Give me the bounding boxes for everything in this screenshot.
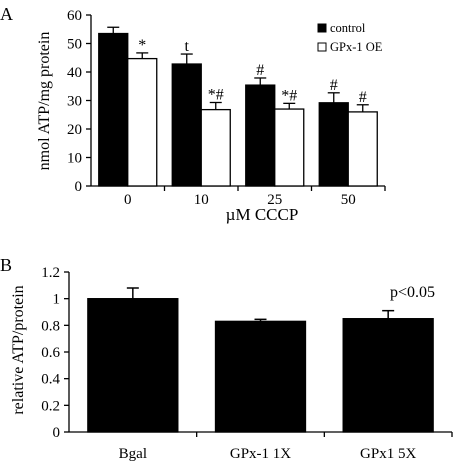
- panel-b-ylabel: relative ATP/protein: [10, 285, 27, 414]
- a-bar-gpx1-oe: [274, 108, 305, 187]
- a-ytick-label: 50: [67, 37, 82, 53]
- b-ytick-label: 0.6: [41, 345, 60, 361]
- a-bar-gpx1-oe: [347, 111, 378, 187]
- panel-a-label: A: [0, 4, 13, 24]
- legend-label-control: control: [330, 21, 366, 35]
- a-ytick-label: 0: [75, 179, 83, 195]
- a-bar-control: [98, 32, 129, 187]
- a-ytick-label: 20: [67, 122, 82, 138]
- a-bar-control: [171, 63, 202, 187]
- panel-b: B relative ATP/protein p<0.05 0 0.2 0.4 0.6…: [0, 255, 453, 462]
- panel-b-axes: 0 0.2 0.4 0.6 0.8 1 1.2 Bgal GPx-1 1X GPx1 5X: [41, 265, 453, 462]
- b-ytick-label: 0: [53, 425, 61, 441]
- b-xtick-label: Bgal: [119, 446, 147, 462]
- a-bar-control: [318, 102, 349, 187]
- panel-b-bars: [87, 287, 434, 433]
- panel-a-axes: 0 10 20 30 40 50 60 0 10 25 50: [67, 8, 386, 208]
- b-ytick-label: 0.8: [41, 318, 60, 334]
- panel-a-bars: * t *# # *# # #: [98, 26, 378, 187]
- panel-a-xlabel: µM CCCP: [226, 205, 299, 224]
- a-bar-gpx1-oe: [200, 108, 231, 187]
- a-significance-mark: *#: [281, 87, 297, 104]
- a-significance-mark: #: [256, 62, 264, 79]
- a-bar-control: [245, 84, 276, 187]
- a-significance-mark: *: [138, 37, 146, 54]
- a-significance-mark: #: [359, 89, 367, 106]
- panel-a-legend: control GPx-1 OE: [317, 21, 383, 54]
- a-ytick-label: 40: [67, 65, 82, 81]
- a-significance-mark: t: [185, 38, 190, 55]
- a-bar-gpx1-oe: [127, 57, 158, 187]
- b-bar: [87, 298, 179, 433]
- a-ytick-label: 30: [67, 94, 82, 110]
- b-ytick-label: 0.4: [41, 372, 60, 388]
- legend-label-gpx1-oe: GPx-1 OE: [330, 40, 383, 54]
- a-xtick-label: 0: [124, 192, 132, 208]
- legend-swatch-gpx1-oe: [317, 42, 327, 52]
- a-xtick-label: 50: [341, 192, 356, 208]
- b-xtick-label: GPx1 5X: [360, 446, 416, 462]
- legend-swatch-control: [317, 23, 327, 33]
- b-bar: [342, 318, 434, 433]
- panel-a: A nmol ATP/mg protein µM CCCP control GP…: [0, 4, 386, 224]
- b-ytick-label: 1.2: [41, 265, 60, 281]
- panel-b-annotation: p<0.05: [390, 284, 435, 301]
- b-bar: [214, 320, 307, 433]
- a-xtick-label: 10: [194, 192, 209, 208]
- panel-b-label: B: [0, 255, 12, 275]
- a-significance-mark: #: [330, 77, 338, 94]
- b-ytick-label: 1: [53, 292, 61, 308]
- a-ytick-label: 60: [67, 8, 82, 24]
- a-significance-mark: *#: [208, 86, 224, 103]
- b-xtick-label: GPx-1 1X: [230, 446, 291, 462]
- a-xtick-label: 25: [267, 192, 282, 208]
- b-ytick-label: 0.2: [41, 398, 60, 414]
- panel-a-ylabel: nmol ATP/mg protein: [36, 32, 53, 171]
- a-ytick-label: 10: [67, 151, 82, 167]
